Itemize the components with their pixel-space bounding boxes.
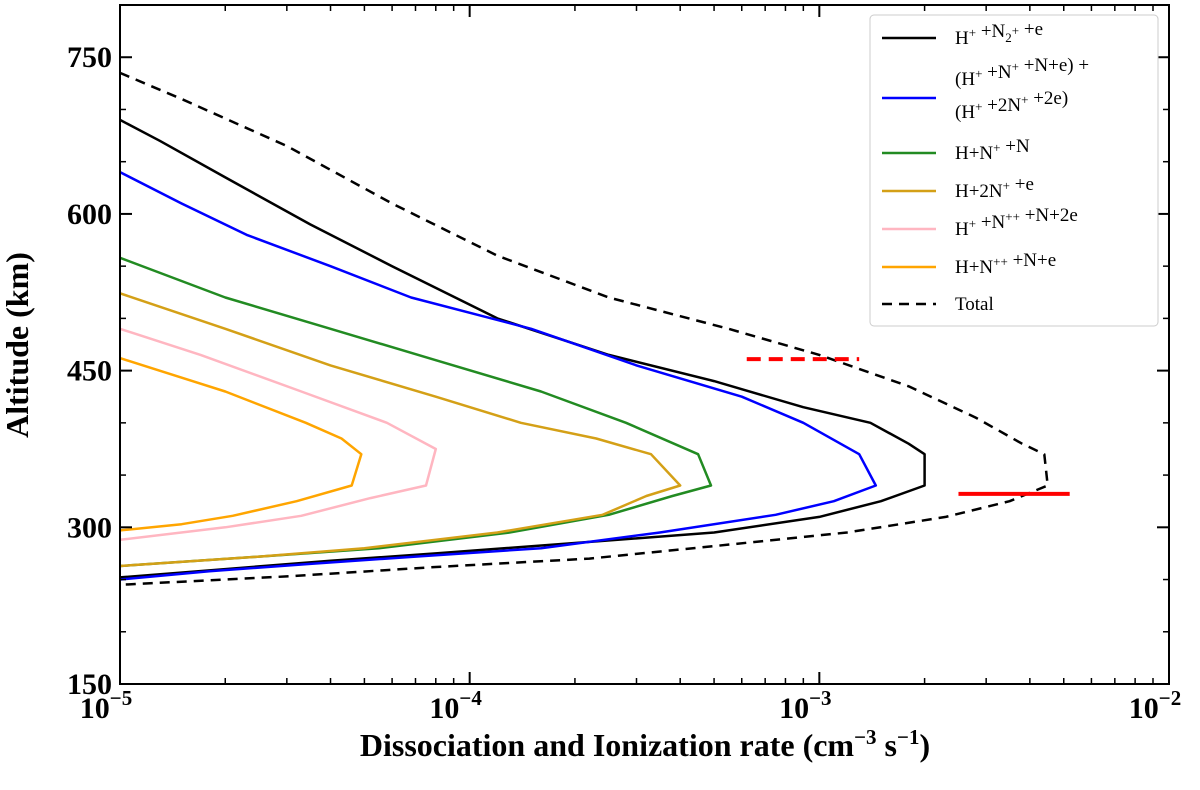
legend-label-1-line2: (H+ +2N+ +2e) [955,88,1068,123]
legend-label-6: Total [955,294,994,315]
y-tick-label: 150 [67,668,112,701]
legend-label-2: H+N+ +N [955,136,1030,164]
series-line-4 [119,327,438,542]
y-axis-title-group: Altitude (km) [0,252,35,438]
y-tick-label: 750 [67,41,112,74]
legend-label-5: H+N++ +N+e [955,250,1056,278]
legend-label-4: H+ +N++ +N+2e [955,205,1078,240]
legend-label-1: (H+ +N+ +N+e) + [955,55,1089,90]
series-line-2 [119,256,713,568]
series-line-6 [119,71,1049,587]
series-lines [119,71,1049,587]
series-line-5 [119,356,363,532]
x-tick-label: 10−3 [779,686,831,725]
axis-tick-labels: 150 300 450 600 750 10−5 10−4 10−3 10−2 [67,41,1181,725]
y-tick-label: 600 [67,198,112,231]
y-tick-label: 450 [67,355,112,388]
y-axis-title: Altitude (km) [0,252,35,438]
y-tick-label: 300 [67,511,112,544]
legend-box [869,14,1159,327]
series-line-3 [119,292,682,568]
plot-frame [119,4,1170,685]
x-tick-label: 10−2 [1129,686,1181,725]
legend: H+ +N2+ +e (H+ +N+ +N+e) +(H+ +2N+ +2e) H+… [869,14,1159,327]
axis-ticks [119,4,1170,685]
series-line-0 [119,118,926,579]
x-tick-label: 10−4 [429,686,482,725]
legend-label-3: H+2N+ +e [955,174,1034,202]
legend-label-0: H+ +N2+ +e [955,19,1043,49]
x-tick-label: 10−5 [80,686,132,725]
reference-markers [746,357,1070,496]
series-line-1 [119,170,878,581]
x-axis-title: Dissociation and Ionization rate (cm−3 s… [360,725,930,763]
